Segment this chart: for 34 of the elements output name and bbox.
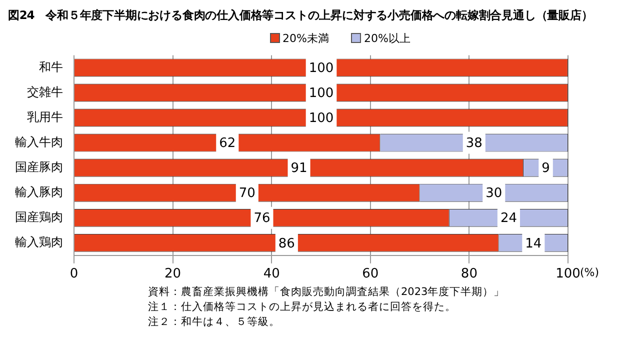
x-tick-label: 100: [556, 266, 580, 282]
data-label: 100: [308, 111, 334, 126]
data-label: 24: [500, 211, 517, 226]
y-tick-label: 国産豚肉: [15, 160, 63, 174]
data-label: 86: [278, 236, 295, 252]
y-tick-label: 和牛: [39, 60, 63, 74]
x-tick-label: 80: [460, 266, 478, 282]
text: 注１：仕入価格等コストの上昇が見込まれる者に回答を得た。: [148, 300, 457, 315]
data-label: 38: [466, 136, 482, 152]
y-tick-label: 輸入鶏肉: [15, 235, 63, 250]
text: 資料：農畜産業振興機構「食肉販売動向調査結果（2023年度下半期）」: [148, 285, 506, 300]
y-tick-label: 乳用牛: [27, 110, 63, 124]
data-label: 9: [542, 161, 550, 176]
legend-label: 20%以上: [364, 30, 410, 46]
text: 注２：和牛は４、５等級。: [148, 315, 281, 330]
data-label: 30: [486, 186, 502, 202]
x-tick-label: 40: [263, 266, 280, 282]
y-tick-label: 交雑牛: [27, 84, 63, 99]
data-label: 76: [254, 211, 270, 226]
data-label: 14: [525, 236, 542, 252]
x-tick-label: 0: [70, 266, 78, 282]
data-label: 100: [308, 86, 334, 102]
data-label: 70: [238, 186, 256, 202]
x-axis-title: (%): [580, 266, 600, 280]
y-tick-label: 国産鶏肉: [15, 210, 63, 224]
x-tick-label: 20: [164, 266, 182, 282]
data-label: 100: [308, 61, 334, 76]
y-tick-label: 輸入牛肉: [15, 134, 63, 149]
data-label: 91: [290, 161, 308, 176]
data-label: 62: [219, 136, 236, 152]
x-tick-label: 60: [362, 266, 379, 282]
y-tick-label: 輸入豚肉: [15, 184, 63, 199]
chart-title: 図24 令和５年度下半期における食肉の仕入価格等コストの上昇に対する小売価格への転嫁割合見通し（量販店）: [8, 8, 594, 23]
series-label: 20%未満: [282, 30, 329, 46]
